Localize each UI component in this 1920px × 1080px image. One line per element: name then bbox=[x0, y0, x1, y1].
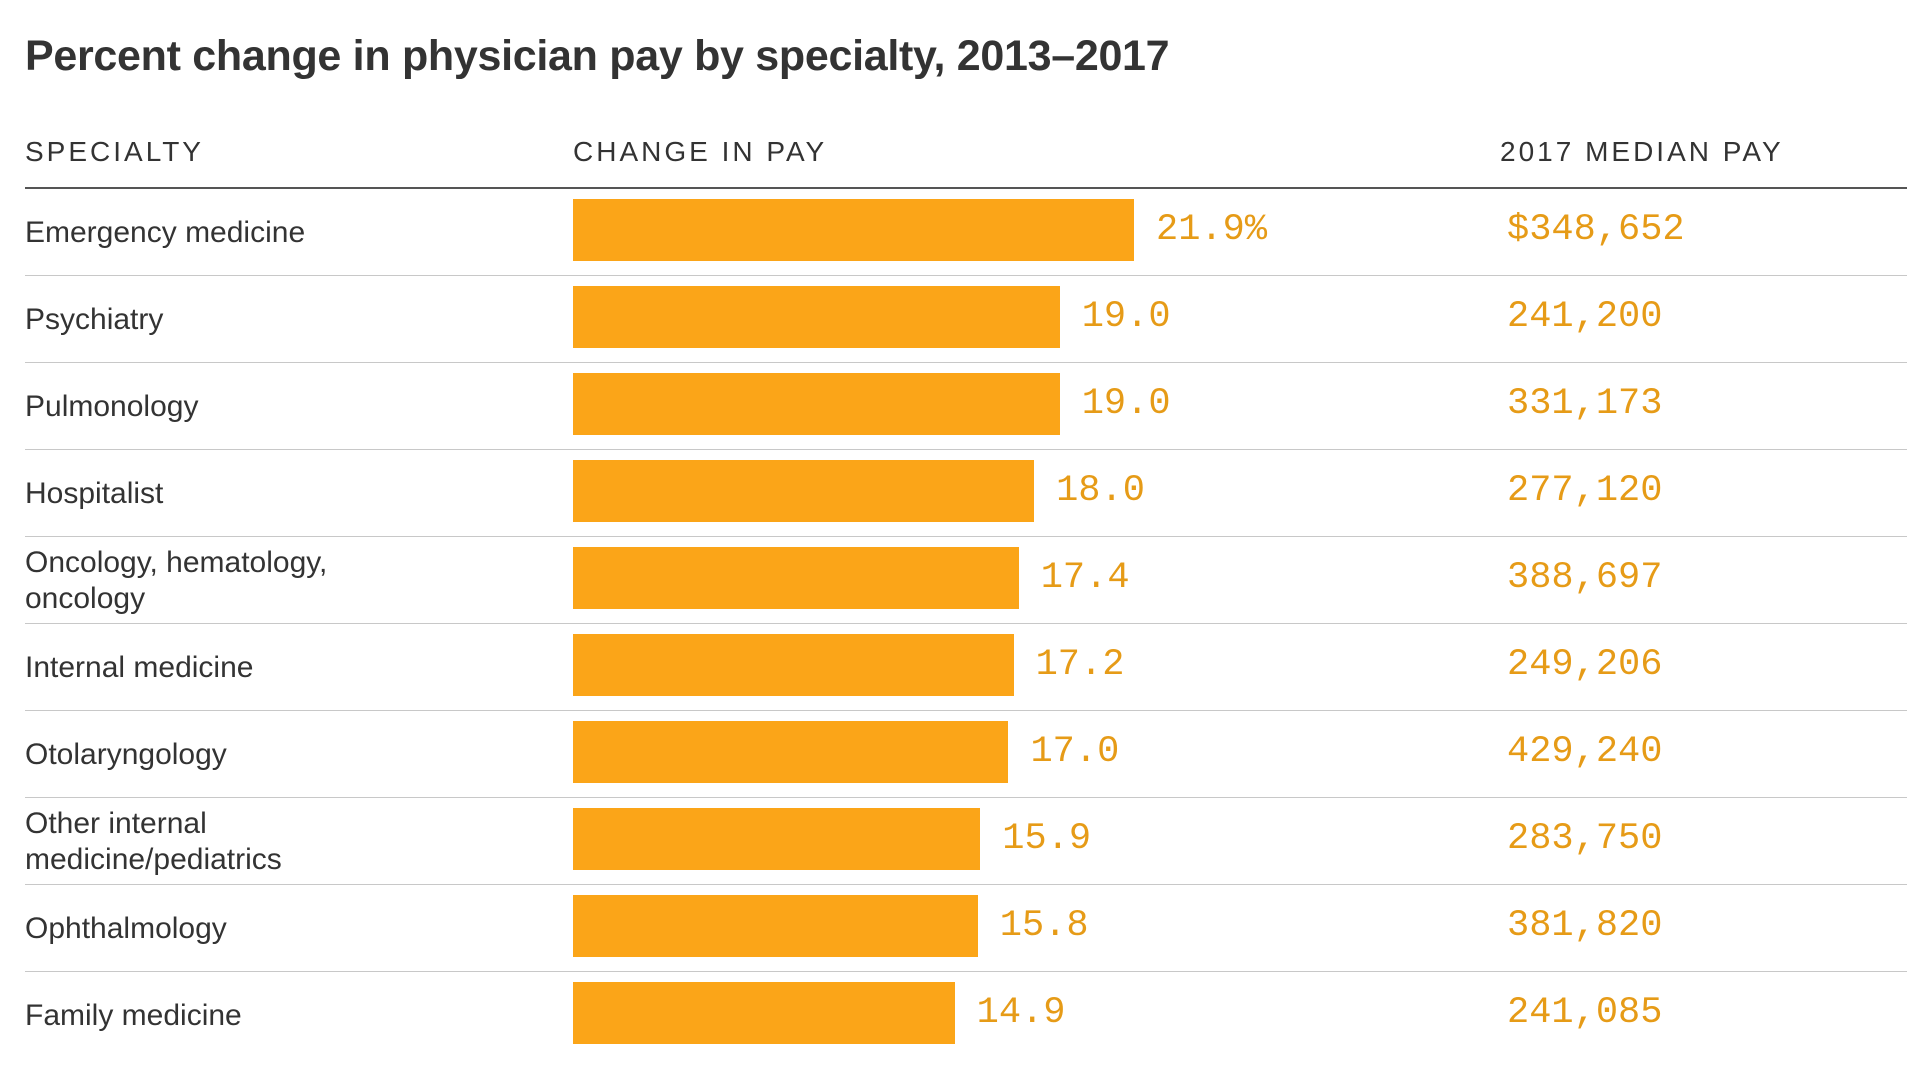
median-pay-value: 277,120 bbox=[1507, 470, 1663, 512]
column-header-median-pay: 2017 MEDIAN PAY bbox=[1500, 136, 1784, 167]
specialty-label-text: Psychiatry bbox=[25, 302, 164, 336]
specialty-label: Otolaryngology bbox=[25, 711, 525, 798]
row-divider bbox=[25, 362, 1907, 363]
pay-change-value: 15.9 bbox=[1002, 818, 1092, 860]
specialty-label-text: Other internal medicine/pediatrics bbox=[25, 806, 282, 876]
specialty-label-text: Otolaryngology bbox=[25, 737, 227, 771]
specialty-label: Ophthalmology bbox=[25, 885, 525, 972]
specialty-label-text: Family medicine bbox=[25, 998, 242, 1032]
table-row: Oncology, hematology, oncology 17.4 388,69… bbox=[0, 537, 1920, 624]
specialty-label-text: Emergency medicine bbox=[25, 215, 306, 249]
pay-change-value: 21.9% bbox=[1156, 209, 1268, 251]
row-divider bbox=[25, 797, 1907, 798]
median-pay-value: 429,240 bbox=[1507, 731, 1663, 773]
pay-change-bar bbox=[573, 721, 1009, 783]
row-divider bbox=[25, 449, 1907, 450]
specialty-label-text: Pulmonology bbox=[25, 389, 199, 423]
pay-change-value: 19.0 bbox=[1081, 296, 1171, 338]
table-row: Family medicine 14.9 241,085 bbox=[0, 972, 1920, 1059]
specialty-label: Emergency medicine bbox=[25, 189, 525, 276]
pay-change-value: 15.8 bbox=[999, 905, 1089, 947]
pay-change-value: 17.2 bbox=[1035, 644, 1125, 686]
table-row: Hospitalist 18.0 277,120 bbox=[0, 450, 1920, 537]
table-row: Pulmonology 19.0 331,173 bbox=[0, 363, 1920, 450]
specialty-label: Psychiatry bbox=[25, 276, 525, 363]
pay-change-bar bbox=[573, 808, 981, 870]
specialty-label: Pulmonology bbox=[25, 363, 525, 450]
specialty-label-text: Internal medicine bbox=[25, 650, 254, 684]
table-row: Other internal medicine/pediatrics 15.9 28… bbox=[0, 798, 1920, 885]
specialty-label-text: Oncology, hematology, oncology bbox=[25, 545, 328, 615]
pay-change-bar bbox=[573, 547, 1019, 609]
pay-change-value: 14.9 bbox=[976, 992, 1066, 1034]
pay-change-bar bbox=[573, 634, 1014, 696]
column-header-specialty: SPECIALTY bbox=[25, 136, 204, 167]
row-divider bbox=[25, 971, 1907, 972]
table-row: Internal medicine 17.2 249,206 bbox=[0, 624, 1920, 711]
header-divider bbox=[25, 187, 1907, 189]
row-divider bbox=[25, 275, 1907, 276]
row-divider bbox=[25, 710, 1907, 711]
median-pay-value: 381,820 bbox=[1507, 905, 1663, 947]
pay-change-bar bbox=[573, 982, 955, 1044]
median-pay-value: $348,652 bbox=[1507, 209, 1685, 251]
table-row: Otolaryngology 17.0 429,240 bbox=[0, 711, 1920, 798]
specialty-label: Other internal medicine/pediatrics bbox=[25, 798, 525, 885]
median-pay-value: 331,173 bbox=[1507, 383, 1663, 425]
pay-change-value: 17.4 bbox=[1040, 557, 1130, 599]
median-pay-value: 283,750 bbox=[1507, 818, 1663, 860]
specialty-label: Hospitalist bbox=[25, 450, 525, 537]
pay-change-bar bbox=[573, 373, 1060, 435]
specialty-label: Internal medicine bbox=[25, 624, 525, 711]
column-header-change-in-pay: CHANGE IN PAY bbox=[573, 136, 828, 167]
pay-change-value: 19.0 bbox=[1081, 383, 1171, 425]
pay-change-bar bbox=[573, 460, 1035, 522]
row-divider bbox=[25, 623, 1907, 624]
median-pay-value: 241,200 bbox=[1507, 296, 1663, 338]
pay-change-bar bbox=[573, 895, 978, 957]
pay-change-bar bbox=[573, 286, 1060, 348]
table-row: Ophthalmology 15.8 381,820 bbox=[0, 885, 1920, 972]
specialty-label: Family medicine bbox=[25, 972, 525, 1059]
specialty-label: Oncology, hematology, oncology bbox=[25, 537, 525, 624]
pay-change-value: 18.0 bbox=[1056, 470, 1145, 512]
pay-change-bar bbox=[573, 199, 1134, 261]
table-row: Emergency medicine 21.9% $348,652 bbox=[0, 189, 1920, 276]
row-divider bbox=[25, 536, 1907, 537]
median-pay-value: 388,697 bbox=[1507, 557, 1663, 599]
table-row: Psychiatry 19.0 241,200 bbox=[0, 276, 1920, 363]
chart-title: Percent change in physician pay by speci… bbox=[25, 32, 1170, 80]
specialty-label-text: Hospitalist bbox=[25, 476, 164, 510]
median-pay-value: 249,206 bbox=[1507, 644, 1663, 686]
specialty-label-text: Ophthalmology bbox=[25, 911, 227, 945]
row-divider bbox=[25, 884, 1907, 885]
pay-change-value: 17.0 bbox=[1030, 731, 1120, 773]
median-pay-value: 241,085 bbox=[1507, 992, 1663, 1034]
